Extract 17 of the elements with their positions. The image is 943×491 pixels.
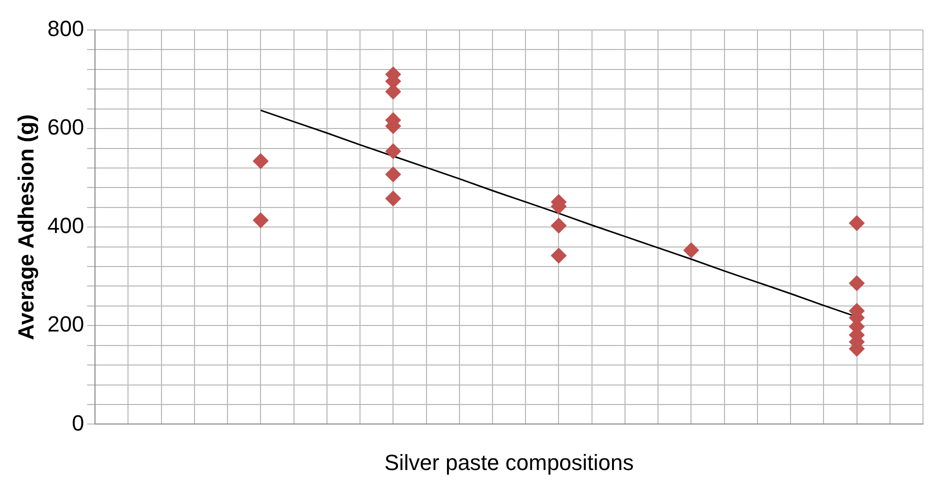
point (252, 153, 269, 170)
y-tick-label: 400 (47, 213, 84, 238)
point (252, 212, 269, 228)
point (550, 248, 567, 264)
point (848, 275, 865, 292)
y-tick-label: 200 (47, 312, 84, 337)
point (550, 218, 567, 234)
y-tick-label: 600 (47, 114, 84, 140)
point (385, 143, 402, 160)
point (385, 166, 402, 182)
x-axis-title: Silver paste compositions (384, 450, 634, 475)
point (848, 215, 865, 232)
point (683, 242, 700, 258)
y-tick-label: 800 (47, 16, 84, 42)
y-tick-label: 0 (72, 410, 84, 436)
point (385, 190, 402, 207)
y-axis-title: Average Adhesion (g) (13, 114, 38, 340)
